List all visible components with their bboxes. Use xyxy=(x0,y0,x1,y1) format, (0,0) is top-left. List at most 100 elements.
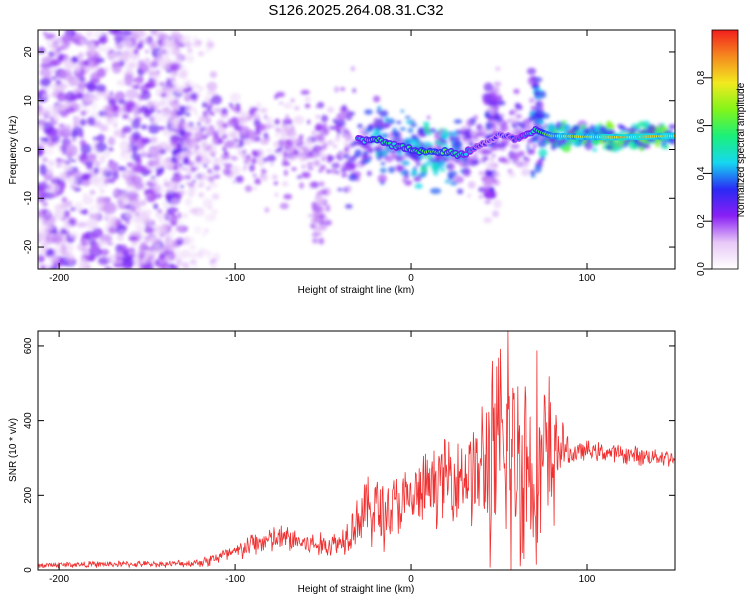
spectrogram-cell xyxy=(115,244,123,254)
spectrogram-cell xyxy=(479,131,487,138)
spectrogram-cell xyxy=(665,145,669,150)
spectrogram-cell xyxy=(283,162,289,166)
spectrogram-cell xyxy=(131,30,145,40)
spectrogram-cell xyxy=(515,114,522,119)
spectrogram-cell xyxy=(157,33,169,40)
spectrogram-cell xyxy=(172,165,179,171)
spectrogram-cell xyxy=(263,132,269,139)
spectrogram-cell xyxy=(128,236,138,242)
spectrogram-cell xyxy=(40,266,46,269)
spectrogram-cell xyxy=(637,121,646,128)
spectrogram-cell xyxy=(314,207,321,213)
spectrogram-cell xyxy=(57,181,66,188)
spectrogram-cell xyxy=(483,217,493,223)
spectrogram-cell xyxy=(150,135,158,144)
spectrogram-cell xyxy=(350,66,355,72)
spectrogram-cell xyxy=(66,164,73,172)
spectrogram-cell xyxy=(270,162,274,166)
spectrogram-cell xyxy=(57,53,64,61)
spectrogram-cell xyxy=(66,254,76,265)
spectrogram-cell xyxy=(150,41,157,49)
spectrogram-cell xyxy=(175,96,180,100)
spectrogram-cell xyxy=(145,49,149,54)
spectrogram-cell xyxy=(228,132,235,139)
spectrogram-cell xyxy=(527,149,533,155)
spectrogram-cell xyxy=(547,137,555,144)
spectrogram-cell xyxy=(252,173,257,178)
spectrogram-cell xyxy=(299,147,305,151)
spectrogram-cell xyxy=(377,174,387,184)
spectrogram-cell xyxy=(166,147,171,152)
spectrogram-cell xyxy=(175,225,186,232)
spectrogram-cell xyxy=(170,228,177,234)
spectrogram-cell xyxy=(207,168,213,174)
spectrogram-cell xyxy=(144,226,155,234)
spectrogram-cell xyxy=(205,250,212,259)
spectrogram-cell xyxy=(512,153,520,162)
spectrogram-cell xyxy=(135,206,143,212)
spectrogram-cell xyxy=(81,176,87,180)
spectrogram-cell xyxy=(143,215,152,227)
spectrogram-cell xyxy=(283,193,293,200)
spectrogram-cell xyxy=(404,137,412,145)
spectrogram-cell xyxy=(377,105,382,111)
spectrogram-cell xyxy=(454,135,461,141)
spectrogram-ytick-label: -20 xyxy=(23,239,34,254)
spectrogram-cell xyxy=(108,159,114,163)
spectrogram-cell xyxy=(492,210,499,218)
spectrogram-cell xyxy=(181,140,189,148)
spectrogram-cell xyxy=(183,93,192,102)
spectrogram-cell xyxy=(183,263,191,269)
spectrogram-cell xyxy=(159,232,165,238)
spectrogram-cell xyxy=(99,124,108,132)
spectrogram-cell xyxy=(152,192,162,199)
spectrogram-cell xyxy=(39,164,47,176)
spectrogram-cell xyxy=(39,77,52,87)
spectrogram-cell xyxy=(101,115,108,119)
spectrogram-cell xyxy=(319,209,326,216)
spectrogram-cell xyxy=(50,116,54,121)
spectrogram-cell xyxy=(91,227,104,238)
spectrogram-cell xyxy=(114,191,119,195)
spectrogram-cell xyxy=(206,81,218,92)
spectrogram-cell xyxy=(192,36,198,42)
spectrogram-cell xyxy=(155,238,163,243)
spectrogram-cell xyxy=(70,159,77,163)
spectrogram-cell xyxy=(244,113,253,122)
spectrogram-cell xyxy=(360,158,368,166)
spectrogram-cell xyxy=(59,46,65,51)
spectrogram-cell xyxy=(143,110,152,118)
spectrogram-cell xyxy=(166,233,175,239)
spectrogram-cell xyxy=(530,173,536,178)
spectrogram-cell xyxy=(152,112,165,123)
spectrogram-cell xyxy=(508,171,516,178)
spectrogram-cell xyxy=(64,91,76,102)
spectrogram-cell xyxy=(63,59,74,70)
spectrogram-cell xyxy=(159,48,167,55)
spectrogram-cell xyxy=(213,174,221,179)
spectrogram-cell xyxy=(118,166,127,171)
spectrogram-cell xyxy=(489,157,495,162)
spectrogram-cell xyxy=(282,118,293,126)
spectrogram-cell xyxy=(230,155,237,161)
spectrogram-cell xyxy=(211,94,222,105)
spectrogram-cell xyxy=(161,222,171,228)
spectrogram-cell xyxy=(399,127,406,131)
spectrogram-cell xyxy=(46,248,55,257)
spectrogram-cell xyxy=(254,178,262,185)
spectrogram-cell xyxy=(192,179,196,183)
spectrogram-cell xyxy=(185,82,190,88)
spectrogram-cell xyxy=(119,228,125,235)
spectrogram-cell xyxy=(177,57,182,63)
spectrogram-cell xyxy=(156,154,163,159)
spectrogram-cell xyxy=(155,210,166,220)
spectrogram-cell xyxy=(195,40,202,44)
spectrogram-cell xyxy=(205,114,211,120)
ridge-core xyxy=(464,152,468,156)
spectrogram-cell xyxy=(334,137,341,143)
spectrogram-cell xyxy=(512,160,517,165)
spectrogram-cell xyxy=(309,223,316,228)
spectrogram-cell xyxy=(168,59,174,65)
spectrogram-cell xyxy=(180,184,184,189)
spectrogram-cell xyxy=(184,198,192,206)
